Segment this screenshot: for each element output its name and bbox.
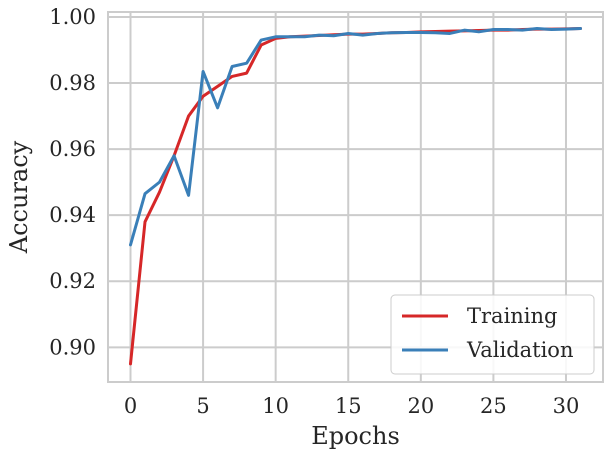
x-tick-label: 5 [196,394,209,418]
x-tick-label: 20 [407,394,434,418]
y-tick-label: 0.96 [49,137,96,161]
series-line-validation [129,27,582,247]
x-tick-label: 10 [262,394,289,418]
y-axis-title: Accuracy [5,140,33,254]
y-tick-labels: 0.90 0.92 0.94 0.96 0.98 1.00 [49,5,96,359]
legend: Training Validation [390,294,595,375]
x-axis-title: Epochs [311,422,400,450]
series-lines [129,27,582,366]
x-tick-label: 25 [480,394,507,418]
y-tick-label: 0.98 [49,71,96,95]
y-tick-label: 0.94 [49,203,96,227]
x-tick-labels: 0 5 10 15 20 25 30 [124,394,580,418]
x-tick-label: 15 [335,394,362,418]
x-tick-label: 30 [553,394,580,418]
legend-label-training: Training [467,304,558,328]
y-tick-label: 1.00 [49,5,96,29]
y-tick-label: 0.90 [49,335,96,359]
x-tick-label: 0 [124,394,137,418]
plot-frame [107,11,604,383]
grid [108,12,603,382]
y-tick-label: 0.92 [49,269,96,293]
legend-label-validation: Validation [466,338,573,362]
